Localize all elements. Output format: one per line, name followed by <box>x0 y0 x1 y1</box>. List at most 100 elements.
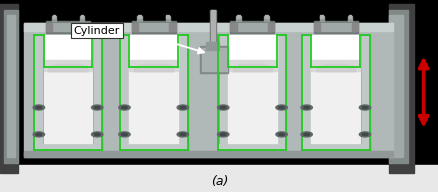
Bar <box>351 23 357 31</box>
Bar <box>199 46 228 73</box>
Circle shape <box>91 132 102 137</box>
Circle shape <box>278 133 284 136</box>
Bar <box>359 35 369 150</box>
Bar <box>138 15 141 18</box>
Circle shape <box>36 106 42 109</box>
Circle shape <box>177 132 188 137</box>
Bar <box>48 23 88 31</box>
Bar <box>264 16 268 21</box>
Bar <box>44 60 92 71</box>
Bar <box>276 35 286 150</box>
Circle shape <box>33 105 45 110</box>
Bar <box>228 60 276 71</box>
Bar <box>388 15 402 157</box>
Bar <box>53 15 55 18</box>
Text: Cylinder: Cylinder <box>73 26 120 36</box>
Bar <box>209 10 215 48</box>
Bar <box>35 144 101 149</box>
Circle shape <box>94 106 100 109</box>
Bar <box>35 36 42 149</box>
Circle shape <box>303 106 309 109</box>
Circle shape <box>94 133 100 136</box>
Circle shape <box>217 105 229 110</box>
Bar <box>52 16 56 21</box>
Circle shape <box>303 133 309 136</box>
Circle shape <box>180 106 185 109</box>
Bar <box>236 16 240 21</box>
Bar <box>137 16 141 21</box>
Bar <box>81 15 83 18</box>
Bar <box>0 4 18 173</box>
Bar <box>166 15 169 18</box>
Bar <box>237 15 239 18</box>
Circle shape <box>121 106 127 109</box>
Bar <box>219 144 285 149</box>
Bar <box>84 23 90 31</box>
Bar <box>129 60 178 71</box>
Bar <box>230 23 236 31</box>
Bar <box>129 35 178 67</box>
Bar <box>178 35 187 150</box>
Circle shape <box>361 106 367 109</box>
Bar <box>230 21 274 33</box>
Bar <box>268 23 274 31</box>
Bar <box>361 36 368 149</box>
Bar <box>219 36 226 149</box>
Circle shape <box>278 106 284 109</box>
Circle shape <box>118 105 130 110</box>
Bar <box>388 4 413 173</box>
Bar <box>169 23 175 31</box>
Bar <box>46 23 52 31</box>
Circle shape <box>358 132 370 137</box>
Bar <box>34 143 102 150</box>
Circle shape <box>36 133 42 136</box>
Bar <box>7 15 15 157</box>
Circle shape <box>275 132 286 137</box>
Bar <box>4 10 18 163</box>
Circle shape <box>33 132 45 137</box>
Bar <box>131 23 138 31</box>
Circle shape <box>121 133 127 136</box>
Bar <box>206 42 219 50</box>
Bar <box>319 16 323 21</box>
Circle shape <box>220 133 226 136</box>
Circle shape <box>358 105 370 110</box>
Bar <box>80 16 84 21</box>
Circle shape <box>275 105 286 110</box>
Circle shape <box>118 132 130 137</box>
Bar <box>388 10 406 163</box>
Bar <box>120 144 187 149</box>
Bar <box>218 35 228 150</box>
Bar <box>46 21 90 33</box>
Bar <box>129 67 178 143</box>
Bar <box>131 21 175 33</box>
Bar <box>44 67 92 143</box>
Bar <box>348 15 350 18</box>
Bar <box>119 143 187 150</box>
Bar <box>24 23 392 157</box>
Bar <box>313 21 357 33</box>
Bar <box>320 15 322 18</box>
Bar <box>228 67 276 143</box>
Bar <box>211 10 214 48</box>
Text: (a): (a) <box>210 175 228 188</box>
Bar <box>92 35 102 150</box>
Bar <box>24 23 392 31</box>
Bar <box>44 35 92 67</box>
Bar <box>265 15 267 18</box>
Bar <box>119 35 129 150</box>
Bar <box>313 23 319 31</box>
Circle shape <box>300 132 312 137</box>
Bar <box>120 36 128 149</box>
Circle shape <box>361 133 367 136</box>
Bar <box>179 36 186 149</box>
Bar <box>232 23 272 31</box>
Circle shape <box>91 105 102 110</box>
Bar <box>302 36 309 149</box>
Bar <box>201 48 226 71</box>
Bar <box>94 36 100 149</box>
Bar <box>311 35 359 67</box>
Bar <box>218 143 286 150</box>
Bar <box>315 23 355 31</box>
Circle shape <box>220 106 226 109</box>
